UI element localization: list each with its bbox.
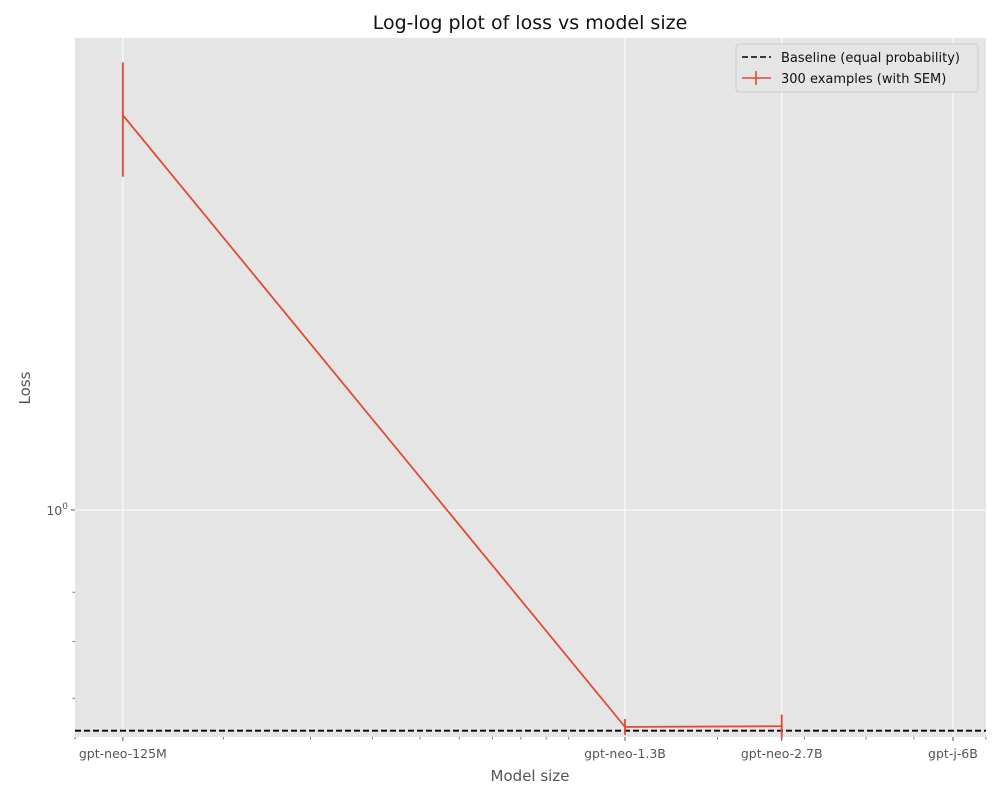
x-axis-ticks: gpt-neo-125M gpt-neo-1.3B gpt-neo-2.7B gpt-… [74, 737, 987, 761]
legend-baseline-label: Baseline (equal probability) [781, 51, 960, 66]
x-tick-label: gpt-neo-1.3B [584, 746, 666, 761]
x-axis-label: Model size [491, 767, 570, 785]
y-tick-label: 100 [46, 502, 68, 518]
y-tick-label-base: 10 [46, 503, 62, 518]
y-tick-label-exponent: 0 [62, 502, 68, 512]
x-tick-label: gpt-neo-125M [79, 746, 167, 761]
plot-area [75, 38, 986, 737]
grid-lines [75, 38, 986, 737]
legend-series-label: 300 examples (with SEM) [781, 72, 946, 87]
y-axis-ticks: 100 [46, 502, 75, 699]
series [75, 62, 986, 739]
legend: Baseline (equal probability) 300 example… [735, 43, 979, 93]
legend-box [735, 43, 979, 93]
chart-title: Log-log plot of loss vs model size [373, 12, 688, 34]
x-tick-label: gpt-neo-2.7B [741, 746, 823, 761]
y-axis-label: Loss [16, 371, 34, 404]
x-tick-label: gpt-j-6B [928, 746, 978, 761]
